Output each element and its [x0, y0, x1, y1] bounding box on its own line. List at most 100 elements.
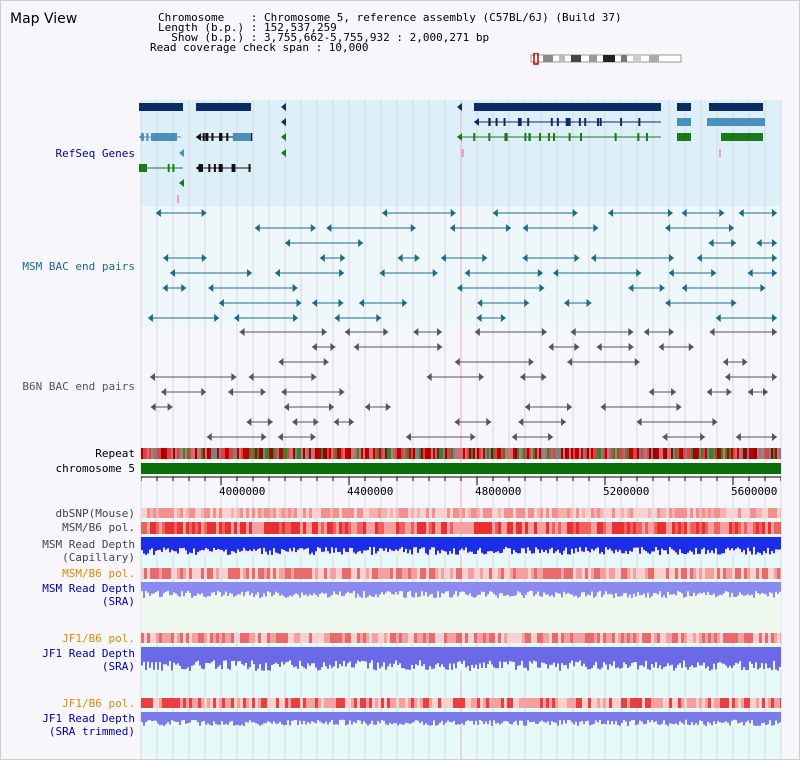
heat-cell — [303, 522, 306, 534]
depth-bar — [595, 537, 597, 549]
heat-cell — [240, 568, 243, 579]
heat-cell — [627, 633, 630, 643]
heat-cell — [279, 522, 282, 534]
track-label-b6n-bac[interactable]: B6N BAC end pairs — [22, 380, 135, 393]
depth-bar — [739, 537, 741, 549]
depth-bar — [275, 712, 277, 724]
heat-cell — [555, 633, 558, 643]
depth-bar — [721, 537, 723, 554]
heat-cell — [525, 698, 528, 708]
heat-cell — [564, 698, 567, 708]
heat-cell — [378, 698, 381, 708]
depth-bar — [387, 537, 389, 553]
repeat-segment — [621, 448, 623, 459]
repeat-segment — [523, 448, 525, 459]
depth-bar — [719, 582, 721, 595]
depth-bar — [397, 537, 399, 551]
track-label-jf1-depth-trim[interactable]: JF1 Read Depth — [42, 712, 135, 725]
depth-bar — [237, 712, 239, 725]
depth-bar — [707, 712, 709, 722]
track-label-msm-pol-2[interactable]: MSM/B6 pol. — [62, 567, 135, 580]
heat-cell — [732, 522, 735, 534]
heat-cell — [654, 522, 657, 534]
depth-bar — [363, 647, 365, 662]
heat-cell — [390, 568, 393, 579]
chromosome-bar[interactable] — [141, 463, 781, 474]
depth-bar — [733, 712, 735, 720]
heat-cell — [225, 522, 228, 534]
depth-bar — [527, 647, 529, 671]
depth-bar — [725, 582, 727, 592]
track-label-refseq[interactable]: RefSeq Genes — [55, 147, 135, 160]
heat-cell — [711, 633, 714, 643]
bac-end — [218, 299, 224, 307]
repeat-segment — [609, 448, 611, 459]
bac-end — [231, 373, 237, 381]
heat-cell — [531, 508, 534, 518]
heat-cell — [306, 522, 309, 534]
heat-cell — [270, 522, 273, 534]
depth-bar — [757, 582, 759, 594]
chromosome-ideogram[interactable] — [529, 53, 685, 65]
heat-cell — [264, 633, 267, 643]
depth-bar — [639, 647, 641, 666]
depth-bar — [171, 712, 173, 721]
depth-bar — [751, 582, 753, 595]
repeat-segment — [425, 448, 427, 459]
depth-bar — [269, 582, 271, 593]
track-label-msm-pol[interactable]: MSM/B6 pol. — [62, 521, 135, 534]
heat-cell — [189, 633, 192, 643]
repeat-segment — [573, 448, 575, 459]
heat-cell — [273, 508, 276, 518]
heat-cell — [207, 568, 210, 579]
heat-cell — [393, 522, 396, 534]
track-label-msm-bac[interactable]: MSM BAC end pairs — [22, 260, 135, 273]
repeat-track-bar[interactable] — [141, 448, 781, 459]
track-label-dbsnp[interactable]: dbSNP(Mouse) — [55, 507, 135, 520]
depth-bar — [235, 647, 237, 666]
heat-cell — [726, 508, 729, 518]
heat-cell — [648, 633, 651, 643]
track-label-msm-depth-cap[interactable]: MSM Read Depth — [42, 538, 135, 551]
repeat-segment — [599, 448, 601, 459]
heat-cell — [360, 698, 363, 708]
depth-bar — [711, 647, 713, 670]
heat-cell — [162, 522, 165, 534]
track-label-msm-depth-sra[interactable]: MSM Read Depth — [42, 582, 135, 595]
track-label-jf1-depth-sra[interactable]: JF1 Read Depth — [42, 647, 135, 660]
heat-cell — [597, 698, 600, 708]
depth-bar — [581, 537, 583, 552]
bac-end — [457, 284, 463, 292]
heat-cell — [171, 633, 174, 643]
track-label-jf1-pol-2[interactable]: JF1/B6 pol. — [62, 697, 135, 710]
depth-bar — [305, 537, 307, 549]
depth-bar — [643, 647, 645, 667]
depth-bar — [235, 537, 237, 554]
heat-cell — [630, 633, 633, 643]
depth-bar — [221, 647, 223, 670]
heat-cell — [258, 522, 261, 534]
depth-bar — [437, 582, 439, 592]
heat-cell — [162, 633, 165, 643]
bac-end — [731, 299, 737, 307]
depth-bar — [163, 537, 165, 548]
depth-bar — [531, 647, 533, 664]
variation-strips[interactable] — [141, 506, 781, 760]
depth-bar — [527, 712, 529, 721]
heat-cell — [516, 568, 519, 579]
heat-cell — [402, 522, 405, 534]
repeat-segment — [467, 448, 469, 459]
depth-bar — [465, 712, 467, 722]
depth-bar — [297, 582, 299, 595]
track-label-repeat[interactable]: Repeat — [95, 447, 135, 460]
depth-bar — [545, 647, 547, 664]
heat-cell — [312, 698, 315, 708]
bac-end — [410, 224, 416, 232]
heat-cell — [711, 522, 714, 534]
heat-cell — [639, 698, 642, 708]
track-label-jf1-pol[interactable]: JF1/B6 pol. — [62, 632, 135, 645]
depth-bar — [275, 582, 277, 592]
depth-bar — [207, 582, 209, 596]
heat-cell — [573, 633, 576, 643]
heat-cell — [330, 633, 333, 643]
